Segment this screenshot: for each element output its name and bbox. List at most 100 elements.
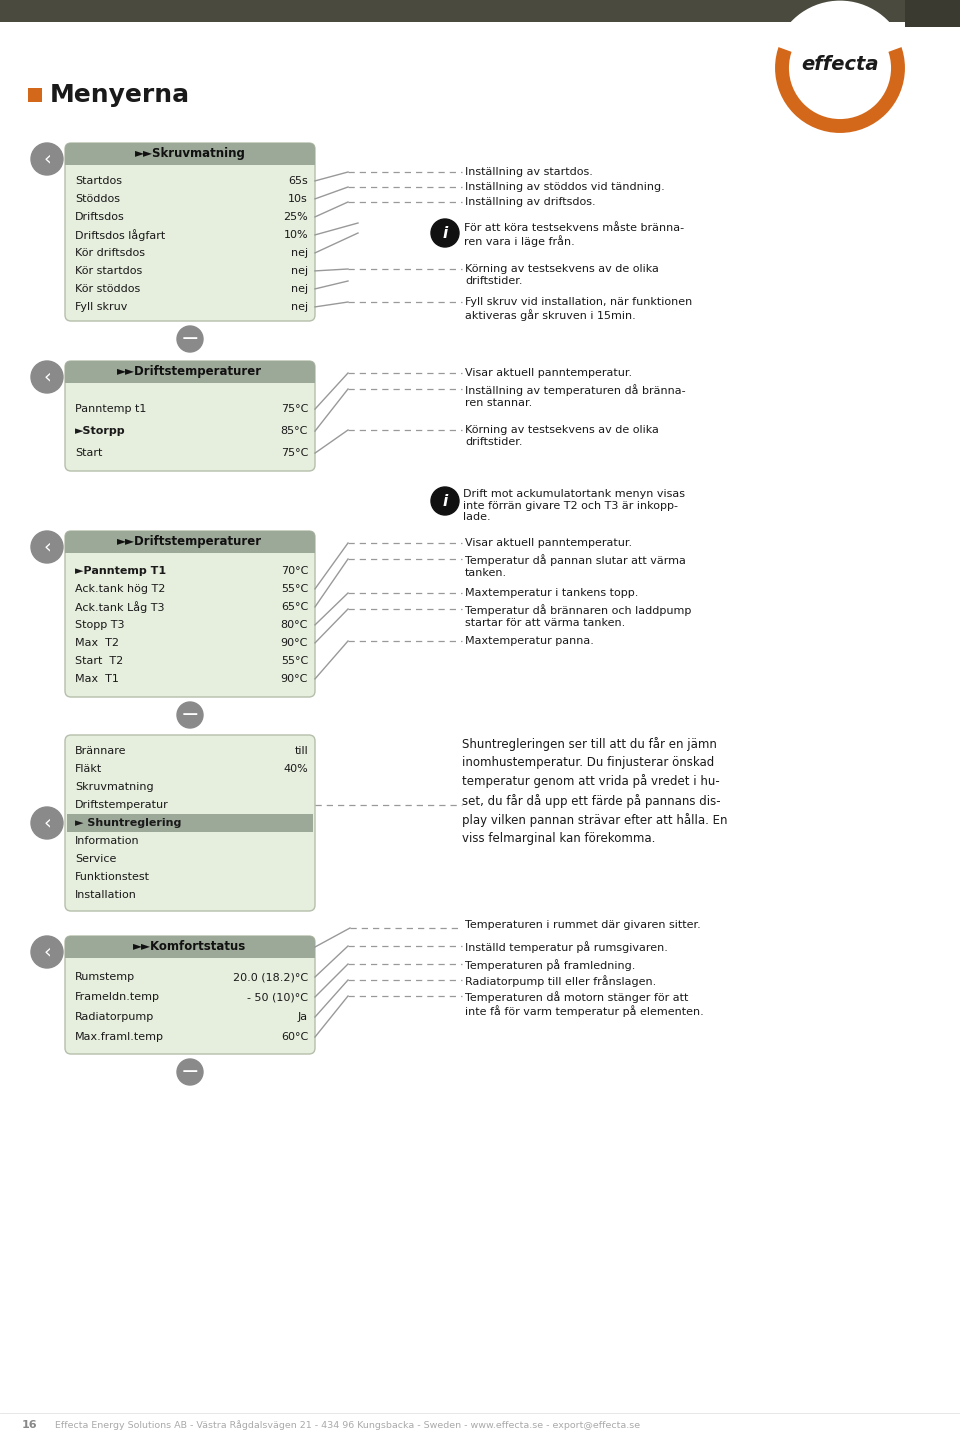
Bar (65, 154, 315, 165)
FancyBboxPatch shape (65, 361, 315, 470)
Text: Funktionstest: Funktionstest (75, 872, 150, 882)
Text: Fyll skruv: Fyll skruv (75, 302, 128, 312)
Text: Ack.tank hög T2: Ack.tank hög T2 (75, 584, 165, 595)
Text: Shuntregleringen ser till att du får en jämn
inomhustemperatur. Du finjusterar ö: Shuntregleringen ser till att du får en … (462, 737, 728, 846)
Text: nej: nej (291, 266, 308, 276)
Text: Frameldn.temp: Frameldn.temp (75, 991, 160, 1001)
Circle shape (31, 937, 63, 968)
Text: Visar aktuell panntemperatur.: Visar aktuell panntemperatur. (465, 538, 632, 548)
Text: Rumstemp: Rumstemp (75, 973, 135, 983)
Text: 65°C: 65°C (280, 602, 308, 612)
Text: ‹: ‹ (43, 942, 51, 961)
Text: −: − (180, 1062, 200, 1082)
Text: i: i (443, 227, 447, 241)
Text: Temperatur då pannan slutar att värma
tanken.: Temperatur då pannan slutar att värma ta… (465, 554, 685, 577)
Text: 75°C: 75°C (280, 404, 308, 414)
Bar (65, 543, 315, 553)
Text: effecta: effecta (802, 55, 878, 74)
Text: Fläkt: Fläkt (75, 763, 103, 773)
Text: 80°C: 80°C (280, 620, 308, 631)
Circle shape (31, 531, 63, 563)
Circle shape (431, 219, 459, 247)
Text: 75°C: 75°C (280, 449, 308, 457)
Text: 70°C: 70°C (280, 566, 308, 576)
Text: Max  T2: Max T2 (75, 638, 119, 648)
Text: Driftsdos lågfart: Driftsdos lågfart (75, 229, 165, 241)
Bar (28, 88, 42, 102)
Text: Installation: Installation (75, 890, 137, 900)
FancyBboxPatch shape (65, 143, 315, 320)
FancyBboxPatch shape (65, 143, 315, 165)
Text: 10%: 10% (283, 229, 308, 240)
Text: Drift mot ackumulatortank menyn visas
inte förrän givare T2 och T3 är inkopp-
la: Drift mot ackumulatortank menyn visas in… (463, 489, 685, 522)
Text: nej: nej (291, 302, 308, 312)
Text: Temperaturen då motorn stänger för att
inte få för varm temperatur på elementen.: Temperaturen då motorn stänger för att i… (465, 991, 704, 1017)
Circle shape (177, 701, 203, 729)
Text: Information: Information (75, 835, 139, 846)
Text: ‹: ‹ (43, 814, 51, 833)
Text: ‹: ‹ (43, 537, 51, 557)
Bar (750, 0, 960, 22)
Text: 40%: 40% (283, 763, 308, 773)
Text: 25%: 25% (283, 212, 308, 222)
Text: 85°C: 85°C (280, 426, 308, 436)
Circle shape (431, 486, 459, 515)
Text: nej: nej (291, 284, 308, 294)
Circle shape (31, 807, 63, 838)
Bar (65, 947, 315, 958)
Text: 65s: 65s (288, 176, 308, 186)
Circle shape (782, 10, 898, 126)
Circle shape (31, 143, 63, 175)
Wedge shape (778, 1, 902, 68)
Text: Inställning av startdos.: Inställning av startdos. (465, 167, 593, 177)
Bar (67, 814, 313, 833)
Text: 16: 16 (22, 1420, 37, 1430)
Text: Inställning av stöddos vid tändning.: Inställning av stöddos vid tändning. (465, 182, 664, 192)
FancyBboxPatch shape (65, 734, 315, 911)
Text: Driftsdos: Driftsdos (75, 212, 125, 222)
Text: 55°C: 55°C (280, 584, 308, 595)
Circle shape (31, 361, 63, 392)
Text: Effecta Energy Solutions AB - Västra Rågdalsvägen 21 - 434 96 Kungsbacka - Swede: Effecta Energy Solutions AB - Västra Råg… (55, 1420, 640, 1430)
Text: Temperaturen på framledning.: Temperaturen på framledning. (465, 960, 636, 971)
Text: i: i (443, 495, 447, 509)
Text: 55°C: 55°C (280, 657, 308, 665)
Text: Kör startdos: Kör startdos (75, 266, 142, 276)
Text: Startdos: Startdos (75, 176, 122, 186)
Text: Temperatur då brännaren och laddpump
startar för att värma tanken.: Temperatur då brännaren och laddpump sta… (465, 605, 691, 628)
Text: Fyll skruv vid installation, när funktionen
aktiveras går skruven i 15min.: Fyll skruv vid installation, när funktio… (465, 297, 692, 320)
Text: −: − (180, 329, 200, 349)
Text: Maxtemperatur i tankens topp.: Maxtemperatur i tankens topp. (465, 587, 638, 597)
Text: Temperaturen i rummet där givaren sitter.: Temperaturen i rummet där givaren sitter… (465, 921, 701, 929)
Circle shape (177, 1059, 203, 1085)
Text: ►►Driftstemperaturer: ►►Driftstemperaturer (117, 535, 263, 548)
Text: ► Shuntreglering: ► Shuntreglering (75, 818, 181, 828)
Text: Visar aktuell panntemperatur.: Visar aktuell panntemperatur. (465, 368, 632, 378)
Text: ‹: ‹ (43, 368, 51, 387)
Text: 10s: 10s (288, 193, 308, 203)
Text: Maxtemperatur panna.: Maxtemperatur panna. (465, 636, 594, 646)
Text: −: − (180, 706, 200, 724)
Text: Inställd temperatur på rumsgivaren.: Inställd temperatur på rumsgivaren. (465, 941, 668, 952)
Text: till: till (295, 746, 308, 756)
Text: Start: Start (75, 449, 103, 457)
Text: Inställning av driftsdos.: Inställning av driftsdos. (465, 198, 595, 206)
Text: Radiatorpump till eller frånslagen.: Radiatorpump till eller frånslagen. (465, 975, 657, 987)
Text: 90°C: 90°C (280, 674, 308, 684)
Text: 60°C: 60°C (280, 1032, 308, 1042)
Text: Radiatorpump: Radiatorpump (75, 1012, 155, 1022)
Text: Stöddos: Stöddos (75, 193, 120, 203)
Bar (0, 0, 960, 22)
Text: Menyerna: Menyerna (50, 84, 190, 107)
Text: ►►Komfortstatus: ►►Komfortstatus (133, 941, 247, 954)
Text: Max  T1: Max T1 (75, 674, 119, 684)
Text: 20.0 (18.2)°C: 20.0 (18.2)°C (233, 973, 308, 983)
Text: ‹: ‹ (43, 150, 51, 169)
Text: nej: nej (291, 248, 308, 258)
FancyBboxPatch shape (65, 531, 315, 553)
Text: Driftstemperatur: Driftstemperatur (75, 799, 169, 810)
Text: Skruvmatning: Skruvmatning (75, 782, 154, 792)
Text: Start  T2: Start T2 (75, 657, 123, 665)
Text: Körning av testsekvens av de olika
driftstider.: Körning av testsekvens av de olika drift… (465, 264, 659, 286)
Text: 90°C: 90°C (280, 638, 308, 648)
